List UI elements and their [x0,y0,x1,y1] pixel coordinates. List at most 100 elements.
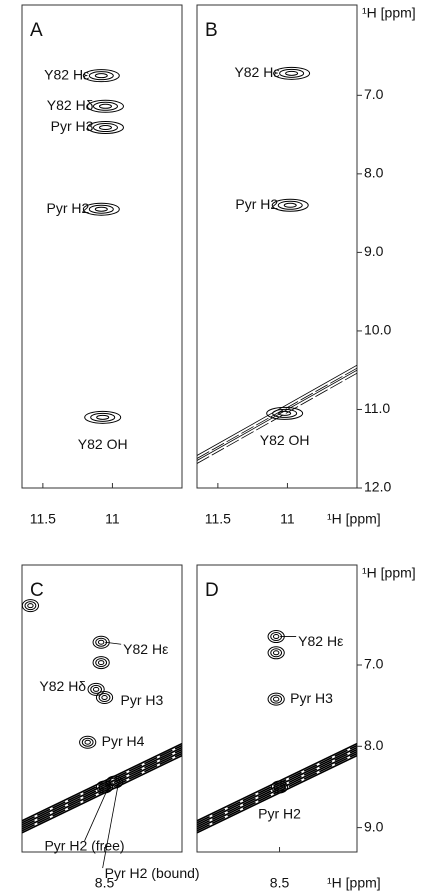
peak-label: Y82 Hε [234,64,279,80]
contour [101,695,108,701]
peak [86,99,124,113]
contour [27,603,34,609]
peak-label: Pyr H4 [102,733,145,749]
panel: D Y82 Hε Pyr H3 Pyr H2 8.5 7.0 8.0 9.0 ¹H [ppm] ¹… [196,564,416,891]
contour [278,410,292,416]
y-tick-label: 7.0 [364,656,384,672]
diagonal [22,754,182,834]
plot-area [197,66,357,464]
leader [102,782,120,869]
contour [94,73,108,79]
contour [98,125,112,131]
contour [285,70,299,76]
contour [272,634,280,640]
peak-label: Y82 Hε [298,633,343,649]
peak [79,735,97,749]
contour [84,739,91,745]
contour [81,737,94,747]
diagonal [197,369,357,461]
panel-frame [196,564,358,853]
peak [82,202,120,216]
peak [95,780,114,794]
contour [98,693,111,703]
peak-label: Y82 Hε [123,641,168,657]
peak-label: Y82 OH [78,436,128,452]
contour [86,99,124,113]
contour [88,204,114,214]
panel-letter: B [205,20,218,41]
x-tick-label: 11.5 [30,511,56,527]
contour [271,198,309,212]
contour [270,694,283,704]
peak-label: Y82 Hε [44,66,89,82]
peak [87,682,105,696]
y-tick-label: 9.0 [364,818,384,834]
contour [97,660,105,666]
y-tick-label: 12.0 [364,479,391,495]
contour [283,202,297,208]
contour [82,69,120,83]
contour [92,101,118,111]
y-tick-label: 8.0 [364,165,384,181]
contour [272,650,280,656]
contour [95,691,114,705]
peak [84,410,122,424]
contour [276,784,283,790]
contour [87,682,105,696]
contour [97,639,105,645]
contour [90,412,116,422]
peak-label: Pyr H3 [51,118,94,134]
peak-label: Pyr H2 (bound) [105,865,200,881]
contour [98,103,112,109]
panel-letter: D [205,580,219,601]
panel: B Y82 Hε Pyr H2 Y82 OH 11.5 11 7.0 8.0 9.0 10.0 11… [196,4,416,527]
y-tick-label: 7.0 [364,86,384,102]
peak-label: Pyr H2 (free) [44,838,124,854]
y-tick-label: 11.0 [364,400,390,416]
peak-label: Y82 Hδ [39,678,86,694]
x-tick-label: 11 [280,511,295,527]
peak [267,692,285,706]
leader [105,641,122,645]
x-axis-label: ¹H [ppm] [327,511,381,527]
contour [96,414,110,420]
contour [95,637,108,647]
peak-label: Pyr H2 [235,196,278,212]
peak [266,406,304,420]
contour [24,601,37,611]
peak-label: Pyr H3 [290,690,333,706]
diagonal [197,744,357,824]
contour [95,658,108,668]
panel: C Y82 Hε Y82 Hδ Pyr H3 Pyr H4 Pyr H2 (free) Py… [21,564,200,891]
x-tick-label: 11.5 [205,511,231,527]
diagonal [197,754,357,834]
contour [90,684,103,694]
x-tick-label: 11 [105,511,120,527]
y-axis-label: ¹H [ppm] [362,565,416,581]
panel-letter: C [30,580,44,601]
contour [88,71,114,81]
contour [267,646,285,660]
contour [92,123,118,133]
peak [106,775,124,789]
contour [272,696,280,702]
peak [22,599,40,613]
contour [106,775,124,789]
diagonal [197,367,357,459]
leader [84,786,109,842]
peak [267,646,285,660]
peak-label: Pyr H2 [258,806,301,822]
peak [92,635,110,649]
peak [95,691,114,705]
contour [79,735,97,749]
peak [273,66,311,80]
panel-frame [21,4,183,489]
peak [271,198,309,212]
contour [270,648,283,658]
contour [84,410,122,424]
contour [94,206,108,212]
contour [266,406,304,420]
contour [95,780,114,794]
contour [92,686,100,692]
peak [86,121,124,135]
